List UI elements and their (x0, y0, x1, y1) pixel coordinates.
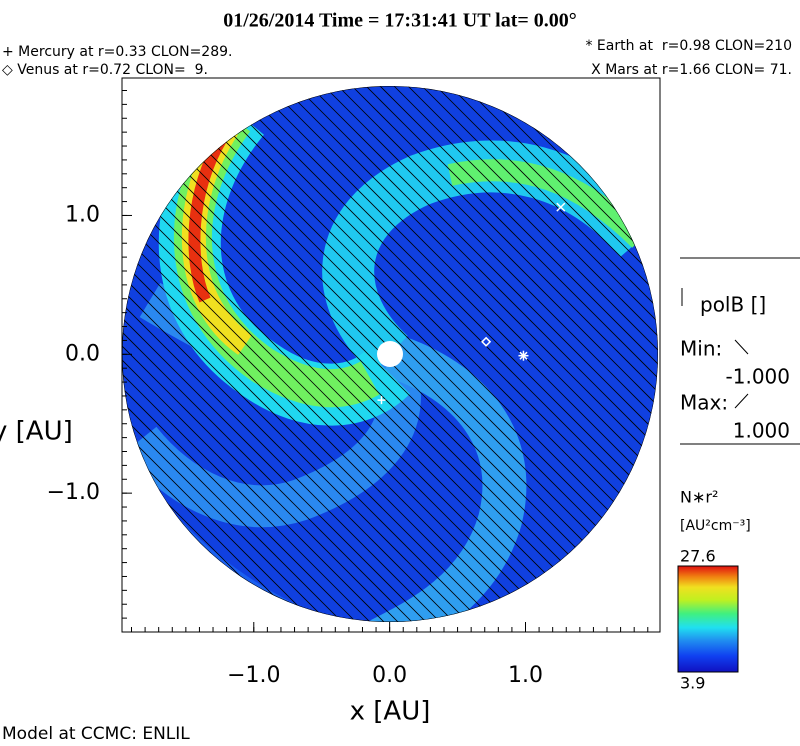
x-tick-label: 0.0 (372, 663, 407, 688)
hatch-line (353, 86, 658, 622)
hatch-line (325, 86, 658, 622)
hatch-line (788, 60, 800, 660)
hatch-icon (734, 339, 749, 355)
planet-marker (556, 202, 566, 212)
max-label: Max: (680, 391, 728, 415)
hatch-line (122, 86, 479, 622)
colorbar-title: N∗r² (680, 488, 718, 507)
colorbar-max: 27.6 (680, 547, 716, 566)
hatch-line (269, 86, 658, 622)
hatch-line (437, 86, 658, 622)
hatch-line (122, 86, 535, 622)
hatch-line (122, 86, 367, 622)
hatch-line (122, 86, 549, 622)
hatch-line (395, 86, 658, 622)
stroke (556, 202, 566, 212)
hatch-line (122, 86, 591, 622)
legend-line: ◇ Venus at r=0.72 CLON= 9. (2, 62, 208, 78)
planet-marker (518, 350, 529, 361)
hatch-line (122, 86, 451, 622)
hatch-line (423, 86, 658, 622)
y-tick-label: 1.0 (65, 202, 100, 227)
hatch-line (774, 60, 800, 660)
footer: Model at CCMC: ENLIL (2, 724, 190, 744)
hatch-line (283, 86, 658, 622)
hatch-line (227, 86, 658, 622)
hatch-line (122, 86, 465, 622)
x-axis-label: x [AU] (350, 697, 431, 727)
hatch-line (241, 86, 658, 622)
hatch-line (122, 86, 507, 622)
hatch-line (122, 86, 619, 622)
hatch-line (122, 86, 605, 622)
hatch-line (185, 86, 658, 622)
hatch-line (122, 86, 563, 622)
hatch-line (122, 86, 353, 622)
frame (121, 77, 661, 633)
hatch-line (255, 86, 658, 622)
hatch-line (122, 86, 423, 622)
planet-marker (377, 396, 386, 405)
hatch-line (381, 86, 658, 622)
x-tick-label: 1.0 (508, 663, 543, 688)
min-value: -1.000 (726, 365, 790, 389)
legend-line: * Earth at r=0.98 CLON=210 (585, 38, 792, 54)
legend-line: + Mercury at r=0.33 CLON=289. (2, 44, 232, 60)
colorbar-unit: [AU²cm⁻³] (680, 518, 751, 534)
hatch-line (746, 60, 800, 660)
hatch-line (122, 86, 577, 622)
hatch-line (122, 86, 437, 622)
hatch-line (297, 86, 658, 622)
colorbar (677, 565, 739, 673)
max-value: 1.000 (733, 419, 790, 443)
x-tick-label: −1.0 (227, 663, 280, 688)
hatch-line (157, 86, 658, 622)
hatch-line (122, 86, 325, 622)
hatch-line (213, 86, 658, 622)
y-tick-label: −1.0 (47, 480, 100, 505)
hatch-line (122, 86, 339, 622)
hatch-line (122, 86, 521, 622)
stroke (519, 351, 528, 360)
hatch-line (122, 86, 381, 622)
hatch-line (760, 60, 800, 660)
hatch-line (122, 86, 409, 622)
stroke (481, 336, 492, 347)
hatch-line (409, 86, 658, 622)
hatch-line (122, 86, 493, 622)
title: 01/26/2014 Time = 17:31:41 UT lat= 0.00° (223, 10, 577, 32)
hatch-line (451, 86, 658, 622)
hatch-line (732, 60, 800, 660)
hatch-icon (734, 393, 749, 409)
y-tick-label: 0.0 (65, 341, 100, 366)
planet-marker (481, 336, 492, 347)
hatch-line (367, 86, 658, 622)
legend-line: X Mars at r=1.66 CLON= 71. (591, 62, 792, 78)
hatch-line (465, 86, 658, 622)
hatch-title: polB [] (700, 293, 766, 317)
hatch-line (122, 86, 395, 622)
hatch-line (171, 86, 658, 622)
colorbar-min: 3.9 (680, 674, 705, 693)
hatch-line (199, 86, 658, 622)
hatch-line (122, 86, 129, 622)
hatch-line (339, 86, 658, 622)
min-label: Min: (680, 337, 722, 361)
hatch-line (311, 86, 658, 622)
y-axis-label: y [AU] (0, 417, 73, 447)
